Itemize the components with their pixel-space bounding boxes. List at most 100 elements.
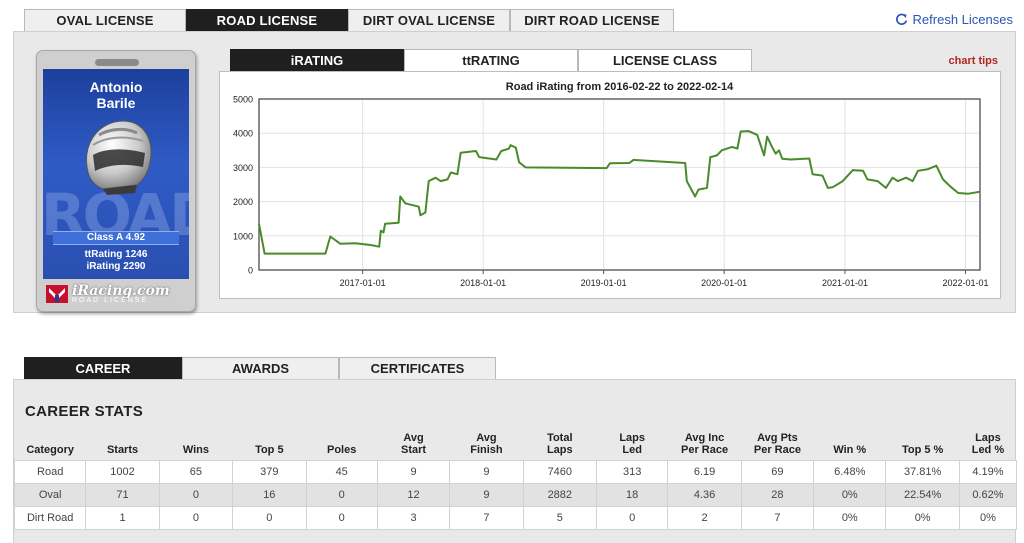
x-tick-label: 2017-01-01	[340, 278, 386, 288]
chart-tips-link[interactable]: chart tips	[948, 55, 998, 67]
driver-first-name: Antonio	[89, 79, 143, 95]
stats-value-cell: 2	[667, 505, 742, 530]
stats-header-line: Top 5	[255, 443, 284, 456]
stats-header-line: Top 5 %	[901, 443, 944, 456]
tab-license-class[interactable]: LICENSE CLASS	[578, 49, 752, 71]
stats-value-cell: 37.81%	[885, 459, 960, 484]
license-class-badge: Class A 4.92	[53, 231, 179, 245]
driver-name: Antonio Barile	[43, 79, 189, 111]
card-brand-sub: ROAD LICENSE	[72, 296, 149, 304]
stats-value-cell: 0%	[813, 482, 887, 507]
stats-header-line: Per Race	[680, 443, 729, 456]
stats-header-cell: Category	[15, 430, 86, 460]
stats-value-cell: 16	[232, 482, 307, 507]
stats-header-line: Poles	[327, 443, 357, 456]
stats-header-line: Starts	[106, 443, 139, 456]
tab-dirt-oval-license[interactable]: DIRT OVAL LICENSE	[348, 9, 510, 31]
stats-header-line: Per Race	[753, 443, 801, 456]
stats-value-cell: 0	[158, 505, 234, 530]
stats-header-line: Total	[547, 431, 573, 444]
tab-certificates[interactable]: CERTIFICATES	[339, 357, 496, 379]
stats-header-line: Avg	[403, 431, 424, 444]
stats-value-cell: 69	[740, 459, 815, 484]
tab-irating[interactable]: iRATING	[230, 49, 404, 71]
y-tick-label: 5000	[233, 95, 253, 105]
stats-header-cell: Poles	[306, 430, 377, 460]
stats-value-cell: 7	[449, 505, 524, 530]
stats-header-cell: Top 5 %	[886, 430, 959, 460]
stats-value-cell: 28	[740, 482, 815, 507]
y-tick-label: 1000	[233, 231, 253, 241]
stats-header-line: Avg	[476, 431, 497, 444]
stats-header-cell: Avg Inc Per Race	[668, 430, 741, 460]
stats-value-cell: 9	[376, 459, 451, 484]
stats-value-cell: 0	[305, 505, 378, 530]
stats-header-cell: Wins	[159, 430, 232, 460]
stats-value-cell: 7460	[522, 459, 598, 484]
tab-oval-license[interactable]: OVAL LICENSE	[24, 9, 186, 31]
stats-header-cell: Avg Pts Per Race	[741, 430, 813, 460]
stats-header-line: Laps	[619, 431, 646, 444]
stats-header-cell: Total Laps	[523, 430, 596, 460]
card-slot	[95, 59, 139, 66]
stats-value-cell: 2882	[522, 482, 598, 507]
stats-value-cell: 65	[158, 459, 234, 484]
license-card: ROAD Antonio Barile Class	[36, 50, 196, 312]
career-stats-table: Category Starts Wins Top 5 Poles Avg Start Avg F…	[13, 430, 1018, 530]
stats-header-line: Win %	[833, 443, 867, 456]
tab-ttrating[interactable]: ttRATING	[404, 49, 578, 71]
card-footer: iRacing.com ROAD LICENSE	[43, 283, 189, 305]
iracing-logo-icon	[46, 285, 68, 303]
stats-value-cell: 313	[595, 459, 669, 484]
stats-value-cell: 4.36	[667, 482, 742, 507]
stats-value-cell: 1	[85, 505, 160, 530]
tab-dirt-road-license[interactable]: DIRT ROAD LICENSE	[510, 9, 674, 31]
stats-header-cell: Avg Finish	[450, 430, 523, 460]
series-line	[258, 130, 981, 255]
stats-header-line: Led %	[971, 443, 1005, 456]
stats-value-cell: 0	[232, 505, 307, 530]
driver-last-name: Barile	[96, 95, 136, 111]
card-brand: iRacing.com	[72, 282, 170, 299]
stats-value-cell: 9	[449, 482, 524, 507]
stats-value-cell: 9	[449, 459, 524, 484]
stats-value-cell: 45	[305, 459, 378, 484]
refresh-licenses-link[interactable]: Refresh Licenses	[895, 12, 1013, 27]
stats-value-cell: 7	[740, 505, 815, 530]
stats-category-cell: Dirt Road	[13, 505, 87, 530]
stats-value-cell: 4.19%	[958, 459, 1018, 484]
stats-value-cell: 3	[376, 505, 451, 530]
tab-career[interactable]: CAREER	[24, 357, 182, 379]
stats-value-cell: 379	[232, 459, 307, 484]
license-tabs: OVAL LICENSE ROAD LICENSE DIRT OVAL LICE…	[24, 9, 674, 31]
tab-awards[interactable]: AWARDS	[182, 357, 339, 379]
stats-value-cell: 0%	[885, 505, 960, 530]
stats-value-cell: 5	[522, 505, 598, 530]
stats-header-cell: Starts	[86, 430, 159, 460]
stats-value-cell: 0	[158, 482, 234, 507]
table-row: Road 1002 65 379 45 9 9 7460 313 6.19 69 6.48% 37.81…	[13, 459, 1018, 484]
stats-value-cell: 71	[85, 482, 160, 507]
stats-header-line: Avg Inc	[684, 431, 725, 444]
y-tick-label: 3000	[233, 163, 253, 173]
stats-category-cell: Oval	[13, 482, 87, 507]
stats-value-cell: 12	[376, 482, 451, 507]
stats-value-cell: 1002	[85, 459, 160, 484]
x-tick-label: 2020-01-01	[701, 278, 747, 288]
stats-header-line: Avg Pts	[757, 431, 798, 444]
stats-header-cell: Laps Led	[597, 430, 668, 460]
card-irating: iRating 2290	[86, 261, 146, 272]
card-face: ROAD Antonio Barile Class	[43, 69, 189, 279]
license-panel: ROAD Antonio Barile Class	[13, 31, 1016, 313]
refresh-label: Refresh Licenses	[912, 12, 1013, 27]
y-tick-label: 4000	[233, 129, 253, 139]
table-row: Oval 71 0 16 0 12 9 2882 18 4.36 28 0% 22.54% 0.62%	[13, 482, 1018, 507]
helmet-icon	[85, 120, 152, 195]
table-row: Dirt Road 1 0 0 0 3 7 5 0 2 7 0% 0% 0%	[13, 505, 1018, 530]
profile-tabs: CAREER AWARDS CERTIFICATES	[24, 357, 496, 379]
y-tick-label: 0	[248, 266, 253, 276]
tab-road-license[interactable]: ROAD LICENSE	[186, 9, 348, 31]
stats-header-line: Start	[401, 443, 427, 456]
stats-value-cell: 0	[595, 505, 669, 530]
x-tick-label: 2022-01-01	[942, 278, 988, 288]
